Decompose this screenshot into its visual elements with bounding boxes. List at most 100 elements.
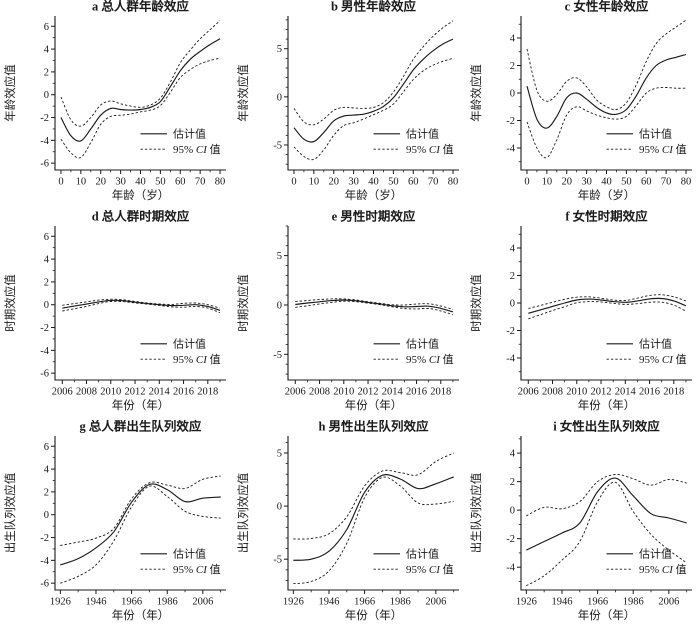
subplot-f: -4 -2 0 2 4 2006 2008 2010 2012 2014 2016 2018 f 女性时… (467, 210, 700, 420)
y-tick-label: -2 (506, 326, 515, 337)
axes-spines (286, 16, 459, 171)
y-tick-label: -4 (40, 556, 49, 567)
ci-upper-line (293, 20, 453, 126)
y-tick-label: 4 (509, 449, 515, 460)
y-tick-label: 5 (276, 251, 281, 262)
plot-title: i 女性出生队列效应 (553, 420, 660, 434)
y-tick-label: 4 (509, 244, 515, 255)
y-tick-label: 4 (509, 34, 515, 45)
legend-ci-label: 95% CI 值 (405, 143, 453, 156)
x-tick-label: 30 (581, 177, 592, 188)
legend: 估计值 95% CI 值 (606, 338, 686, 366)
x-axis-label: 年龄（岁） (111, 188, 169, 202)
y-tick-label: 4 (43, 45, 49, 56)
ci-upper-line (525, 474, 687, 517)
estimate-line (294, 299, 453, 313)
x-tick-label: 0 (58, 177, 63, 188)
x-tick-label: 40 (135, 177, 146, 188)
y-tick-label: 0 (43, 510, 48, 521)
x-tick-label: 50 (155, 177, 166, 188)
plot-title: g 总人群出生队列效应 (79, 420, 201, 434)
y-tick-label: -2 (506, 534, 515, 545)
y-axis-label: 时期效应值 (236, 274, 250, 332)
x-tick-label: 2018 (663, 387, 684, 398)
y-tick-label: -2 (40, 533, 49, 544)
estimate-line (527, 297, 686, 314)
legend: 估计值 95% CI 值 (140, 338, 220, 366)
x-tick-label: 40 (601, 177, 612, 188)
subplot-e: -5 0 5 2006 2008 2010 2012 2014 2016 2018 e 男性时期效应… (234, 210, 467, 420)
subplot-d: -6 -4 -2 0 2 4 6 2006 2008 2010 2012 2014 2016 2018 d … (1, 210, 234, 420)
chart-g: -6 -4 -2 0 2 4 6 1926 1946 1966 1986 2006 g 总人群出生队列效… (3, 420, 226, 622)
x-tick-label: 2008 (309, 387, 330, 398)
estimate-line (59, 483, 221, 566)
x-tick-label: 1946 (85, 597, 106, 608)
x-tick-label: 1986 (389, 597, 410, 608)
axes-spines (53, 16, 226, 171)
subplot-g: -6 -4 -2 0 2 4 6 1926 1946 1966 1986 2006 g 总人群出生队列效… (1, 420, 234, 630)
x-tick-label: 2006 (425, 597, 446, 608)
x-tick-label: 1946 (318, 597, 339, 608)
plot-title: b 男性年龄效应 (330, 0, 416, 14)
x-tick-label: 2018 (430, 387, 451, 398)
x-tick-label: 50 (388, 177, 399, 188)
subplot-a: -6 -4 -2 0 2 4 6 0 10 20 30 40 50 60 70 80 a 总人群年龄效应 年龄（岁… (1, 0, 234, 210)
x-tick-label: 1926 (515, 597, 536, 608)
plot-title: d 总人群时期效应 (91, 210, 189, 224)
estimate-line (292, 474, 454, 561)
ci-lower-line (60, 57, 220, 159)
legend-estimate-label: 估计值 (172, 338, 205, 351)
y-axis-label: 时期效应值 (469, 274, 483, 332)
ci-upper-line (526, 19, 686, 111)
y-tick-label: -6 (40, 159, 49, 170)
x-tick-label: 60 (641, 177, 652, 188)
y-axis-label: 年龄效应值 (469, 64, 483, 122)
subplot-h: -5 0 5 1926 1946 1966 1986 2006 h 男性出生队列效应 年份（年） 出… (234, 420, 467, 630)
x-tick-label: 1986 (156, 597, 177, 608)
x-tick-label: 0 (524, 177, 529, 188)
x-tick-label: 70 (194, 177, 205, 188)
x-axis-label: 年份（年） (577, 608, 635, 622)
y-tick-label: -4 (40, 136, 49, 147)
axes-spines (286, 436, 459, 591)
plot-title: h 男性出生队列效应 (318, 420, 429, 434)
legend-ci-label: 95% CI 值 (638, 143, 686, 156)
x-tick-label: 1946 (551, 597, 572, 608)
x-tick-label: 10 (541, 177, 552, 188)
x-tick-label: 30 (115, 177, 126, 188)
ci-lower-line (61, 300, 220, 314)
legend-ci-label: 95% CI 值 (405, 563, 453, 576)
x-tick-label: 2006 (658, 597, 679, 608)
x-tick-label: 2016 (406, 387, 427, 398)
y-tick-label: 4 (43, 255, 49, 266)
x-tick-label: 1966 (121, 597, 142, 608)
legend-estimate-label: 估计值 (405, 548, 438, 561)
legend-ci-label: 95% CI 值 (638, 353, 686, 366)
y-tick-label: -4 (506, 144, 515, 155)
y-tick-label: -4 (506, 354, 515, 365)
x-tick-label: 30 (348, 177, 359, 188)
y-tick-label: -4 (40, 346, 49, 357)
y-axis-label: 年龄效应值 (3, 64, 17, 122)
y-axis-label: 出生队列效应值 (469, 472, 483, 553)
y-tick-label: 5 (276, 44, 281, 55)
legend: 估计值 95% CI 值 (373, 128, 453, 156)
legend: 估计值 95% CI 值 (606, 548, 686, 576)
legend: 估计值 95% CI 值 (373, 338, 453, 366)
x-tick-label: 60 (408, 177, 419, 188)
x-tick-label: 2016 (639, 387, 660, 398)
x-tick-label: 0 (291, 177, 296, 188)
y-tick-label: -2 (40, 113, 49, 124)
x-tick-label: 60 (175, 177, 186, 188)
ci-upper-line (59, 475, 221, 546)
y-tick-label: -5 (273, 140, 282, 151)
ci-lower-line (59, 485, 221, 584)
y-tick-label: 0 (43, 90, 48, 101)
x-tick-label: 2006 (51, 387, 72, 398)
ci-lower-line (294, 300, 453, 316)
axes-spines (53, 436, 226, 591)
y-tick-label: 0 (276, 92, 281, 103)
x-tick-label: 2010 (333, 387, 354, 398)
